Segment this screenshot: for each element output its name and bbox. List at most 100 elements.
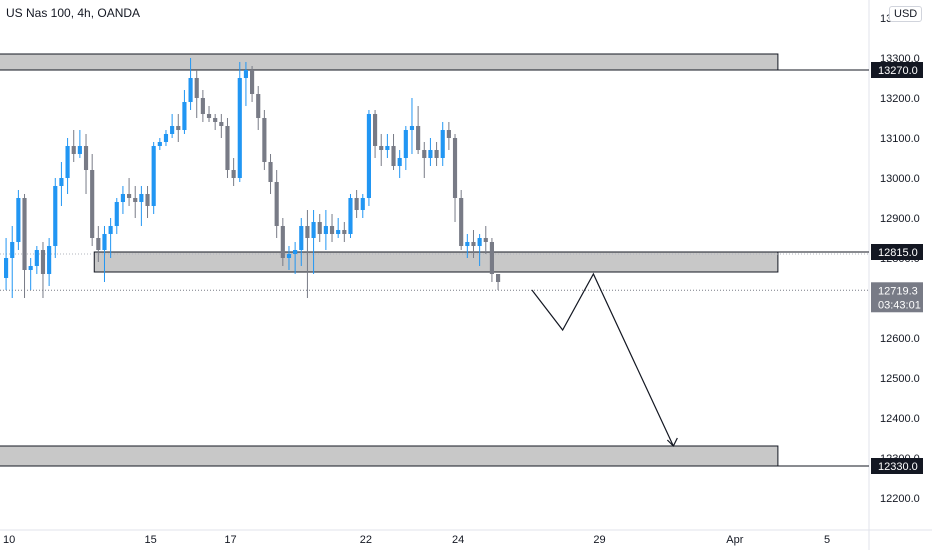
candle-body [237, 78, 242, 178]
candle-body [317, 222, 322, 234]
candle-body [34, 250, 39, 266]
candle-body [213, 118, 218, 122]
candle-body [440, 130, 445, 158]
candle-body [471, 242, 476, 246]
last-price-label: 12719.3 [878, 285, 918, 297]
zone-rect [0, 445, 779, 467]
candle-body [250, 70, 255, 94]
y-tick-label: 12400.0 [880, 413, 920, 425]
candle-body [108, 226, 113, 234]
candle-body [373, 114, 378, 146]
candle-body [409, 126, 415, 130]
candle-body [286, 254, 292, 258]
symbol-title[interactable]: US Nas 100, 4h, OANDA [6, 6, 141, 20]
candle-body [311, 222, 316, 238]
candle-body [299, 226, 304, 250]
projection-path [531, 272, 674, 447]
candle-body [305, 226, 310, 238]
candle-body [489, 242, 494, 274]
y-tick-label: 12500.0 [880, 373, 920, 385]
x-tick-label: 15 [144, 534, 156, 546]
zone-price-label-text: 12815.0 [878, 247, 918, 259]
candle-body [206, 114, 212, 118]
candle-body [127, 194, 132, 198]
x-tick-label: 5 [824, 534, 830, 546]
candle-body [65, 146, 70, 178]
zone-price-label-text: 12330.0 [878, 461, 918, 473]
zone-rect [0, 53, 779, 71]
zone-price-label-text: 13270.0 [878, 65, 918, 77]
candle-body [90, 170, 95, 238]
y-tick-label: 13200.0 [880, 93, 920, 105]
zone-price-label: 12815.0 [871, 244, 923, 260]
zone-price-label-bg [871, 458, 923, 474]
candle-body [366, 114, 371, 198]
candle-body [200, 98, 205, 114]
candle-body [496, 274, 501, 282]
candle-body [397, 158, 402, 166]
candle-body [47, 246, 52, 274]
x-tick-label: 10 [3, 534, 15, 546]
candle-body [133, 198, 138, 202]
countdown-label: 03:43:01 [878, 299, 921, 311]
candle-body [176, 126, 181, 130]
candle-body [170, 126, 175, 134]
candle-body [71, 146, 76, 154]
candle-body [477, 238, 482, 246]
candle-body [256, 94, 261, 118]
zone-price-label: 13270.0 [871, 62, 923, 78]
candle-body [385, 146, 390, 150]
projection-arrowhead [666, 437, 678, 448]
candle-body [40, 250, 46, 274]
candle-body [262, 118, 267, 162]
candle-body [163, 134, 169, 142]
candle-body [452, 138, 458, 198]
zone-price-label: 12330.0 [871, 458, 923, 474]
last-price-label-bg [871, 282, 923, 313]
candle-body [403, 130, 408, 158]
candle-body [114, 202, 119, 226]
candle-body [182, 102, 187, 130]
candle-body [336, 230, 341, 234]
candle-body [416, 126, 421, 150]
candle-body [293, 250, 298, 254]
candle-body [348, 198, 353, 234]
y-tick-label: 13000.0 [880, 173, 920, 185]
candle-body [323, 226, 328, 234]
y-tick-label: 12600.0 [880, 333, 920, 345]
candle-body [10, 242, 15, 258]
candle-body [28, 266, 33, 270]
candle-body [391, 146, 396, 166]
candle-body [151, 146, 156, 206]
currency-badge[interactable]: USD [889, 6, 923, 22]
candle-body [231, 170, 236, 178]
candle-body [342, 230, 347, 234]
candle-body [379, 146, 384, 150]
candle-body [102, 234, 107, 250]
candle-body [483, 238, 488, 242]
candle-body [422, 150, 427, 158]
candle-body [139, 194, 144, 202]
zone-price-label-bg [871, 62, 923, 78]
x-tick-label: 17 [224, 534, 236, 546]
x-tick-label: 24 [452, 534, 464, 546]
candle-body [22, 198, 27, 270]
candle-body [446, 130, 451, 138]
candle-body [274, 182, 279, 226]
candle-body [145, 194, 150, 206]
candle-body [59, 178, 64, 186]
zone-rect [93, 251, 779, 273]
candle-body [188, 78, 193, 102]
candle-body [280, 226, 285, 258]
candle-body [219, 122, 224, 126]
candle-body [329, 226, 335, 234]
candle-body [428, 150, 433, 158]
candle-body [268, 162, 273, 182]
x-tick-label: 22 [360, 534, 372, 546]
candle-body [120, 194, 125, 202]
zone-price-label-bg [871, 244, 923, 260]
x-tick-label: Apr [726, 534, 743, 546]
x-tick-label: 29 [593, 534, 605, 546]
candle-body [16, 198, 21, 242]
